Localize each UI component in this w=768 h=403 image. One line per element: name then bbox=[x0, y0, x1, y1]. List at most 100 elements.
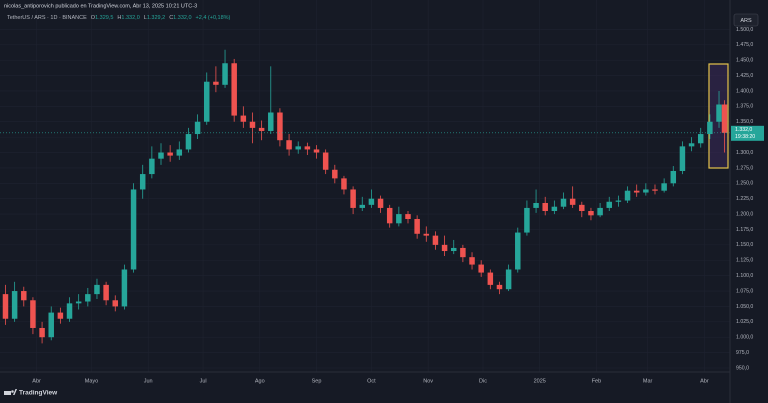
candle-body bbox=[66, 303, 73, 319]
y-tick-label: 1.100,0 bbox=[736, 273, 753, 279]
candle-body bbox=[432, 235, 439, 245]
candle-body bbox=[194, 121, 201, 135]
candle-body bbox=[2, 294, 9, 319]
candle-body bbox=[423, 233, 430, 236]
last-price-box bbox=[731, 125, 764, 141]
symbol-legend: TetherUS / ARS · 1D · BINANCE O1.329,5 H1.… bbox=[7, 15, 231, 21]
y-tick-label: 1.275,0 bbox=[736, 165, 753, 171]
candle-body bbox=[652, 189, 658, 191]
candle-body bbox=[167, 152, 173, 156]
x-tick-label: Abr bbox=[700, 378, 709, 384]
currency[interactable]: ARS bbox=[740, 18, 752, 24]
author-line: nicolas_antiporovich publicado en Tradin… bbox=[4, 3, 197, 9]
y-tick-label: 1.400,0 bbox=[736, 88, 753, 94]
x-tick-label: Jun bbox=[144, 378, 153, 384]
candle-body bbox=[149, 158, 155, 175]
candle-body bbox=[542, 203, 548, 212]
branding: TradingView bbox=[19, 390, 58, 397]
candle-body bbox=[75, 301, 82, 304]
candle-body bbox=[624, 190, 631, 201]
candle-body bbox=[643, 189, 649, 193]
ohlc-key: O bbox=[91, 15, 96, 21]
candle-body bbox=[158, 152, 164, 159]
x-tick-label: Sep bbox=[312, 378, 322, 384]
candle-body bbox=[588, 211, 594, 216]
y-tick-label: 1.250,0 bbox=[736, 181, 753, 187]
candle-body bbox=[203, 81, 210, 122]
candle-body bbox=[103, 284, 109, 301]
candle-body bbox=[396, 214, 402, 224]
candle-body bbox=[688, 143, 695, 147]
candle-body bbox=[515, 232, 521, 270]
candle-body bbox=[478, 264, 484, 273]
y-tick-label: 1.375,0 bbox=[736, 104, 753, 110]
candle-body bbox=[707, 121, 713, 135]
candle-body bbox=[11, 291, 18, 319]
candle-body bbox=[21, 291, 27, 301]
candle-body bbox=[268, 112, 274, 131]
candle-body bbox=[368, 198, 375, 205]
candle-body bbox=[94, 284, 100, 295]
y-tick-label: 1.150,0 bbox=[736, 242, 753, 248]
symbol: TetherUS / ARS · 1D · BINANCE bbox=[7, 15, 87, 21]
candle-body bbox=[615, 200, 622, 202]
x-tick-label: Jul bbox=[200, 378, 207, 384]
candle-body bbox=[185, 134, 192, 150]
candle-body bbox=[231, 63, 237, 116]
candle-body bbox=[670, 170, 677, 184]
candle-body bbox=[176, 149, 183, 156]
candle-body bbox=[139, 174, 146, 190]
y-tick-label: 1.175,0 bbox=[736, 227, 753, 233]
candle-body bbox=[213, 81, 219, 85]
candle-body bbox=[450, 247, 457, 252]
ohlc-value: 1.329,5 bbox=[95, 15, 113, 21]
last-price-label: 1.332,0 bbox=[735, 127, 752, 133]
ohlc-value: 1.332,0 bbox=[173, 15, 191, 21]
candle-body bbox=[258, 127, 265, 131]
candle-body bbox=[460, 247, 466, 258]
candle-body bbox=[57, 312, 64, 319]
candle-body bbox=[286, 140, 292, 150]
candle-body bbox=[39, 327, 45, 338]
candle-body bbox=[661, 183, 667, 191]
candle-body bbox=[130, 189, 137, 270]
candle-body bbox=[377, 198, 384, 208]
y-tick-label: 1.450,0 bbox=[736, 58, 753, 64]
x-tick-label: Ago bbox=[255, 378, 265, 384]
candle-body bbox=[350, 189, 356, 208]
y-tick-label: 975,0 bbox=[736, 350, 749, 356]
candle-body bbox=[332, 169, 338, 179]
candle-body bbox=[441, 244, 448, 252]
x-tick-label: Mayo bbox=[85, 378, 98, 384]
y-tick-label: 1.425,0 bbox=[736, 73, 753, 79]
candle-body bbox=[295, 146, 301, 150]
y-tick-label: 1.475,0 bbox=[736, 42, 753, 48]
candle-body bbox=[359, 204, 365, 208]
ohlc-key: C bbox=[169, 15, 173, 21]
x-tick-label: Oct bbox=[367, 378, 376, 384]
candle-body bbox=[85, 294, 91, 302]
candle-body bbox=[240, 115, 247, 122]
candle-body bbox=[386, 207, 393, 224]
y-tick-label: 1.225,0 bbox=[736, 196, 753, 202]
y-tick-label: 1.200,0 bbox=[736, 211, 753, 217]
y-tick-label: 950,0 bbox=[736, 365, 749, 371]
ohlc-value: 1.329,2 bbox=[147, 15, 165, 21]
candle-body bbox=[533, 203, 539, 208]
candle-body bbox=[313, 149, 320, 153]
y-tick-label: 1.000,0 bbox=[736, 335, 753, 341]
candle-body bbox=[341, 178, 347, 190]
ohlc-value: 1.332,0 bbox=[121, 15, 139, 21]
countdown: 19:38:20 bbox=[735, 134, 755, 140]
candle-body bbox=[30, 300, 36, 328]
candle-body bbox=[112, 300, 119, 307]
candle-body bbox=[469, 257, 475, 265]
x-tick-label: Feb bbox=[592, 378, 601, 384]
candle-body bbox=[496, 284, 503, 290]
candle-body bbox=[697, 134, 704, 144]
change: +2,4 (+0,18%) bbox=[196, 15, 231, 21]
y-tick-label: 1.025,0 bbox=[736, 319, 753, 325]
currency-box[interactable] bbox=[733, 13, 759, 27]
